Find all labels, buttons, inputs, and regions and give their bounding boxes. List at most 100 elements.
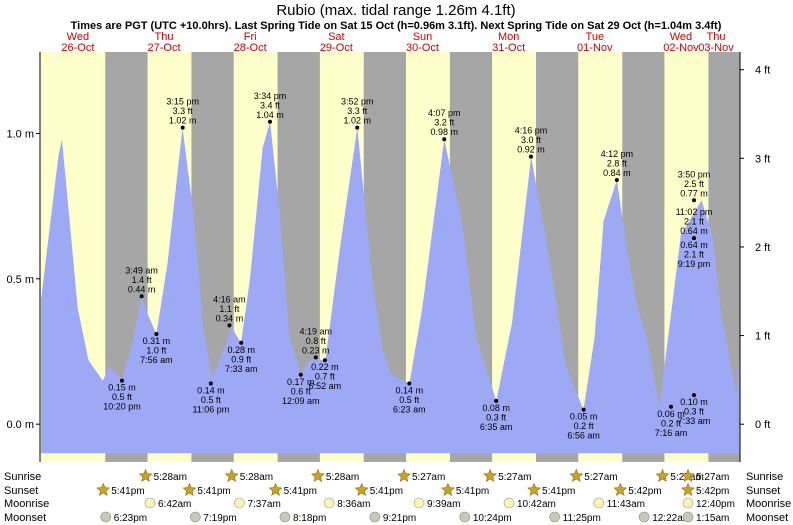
extreme-label: 1.0 ft xyxy=(146,346,167,356)
extreme-point xyxy=(692,236,696,241)
extreme-label: 3.3 ft xyxy=(173,106,194,116)
sun-icon xyxy=(138,468,153,482)
extreme-label: 2.1 ft xyxy=(684,250,705,260)
extreme-label: 4:07 pm xyxy=(428,108,461,118)
moonrise-time: 9:39am xyxy=(427,499,460,510)
sun-moon-rows: Sunrise Sunrise 5:28am 5:28am 5:28am 5:27am 5:… xyxy=(4,468,791,524)
extreme-label: 0.3 ft xyxy=(486,412,507,422)
sunset-time: 5:42pm xyxy=(628,486,661,497)
extreme-point xyxy=(119,378,124,383)
extreme-point xyxy=(581,407,586,412)
day-name: Wed xyxy=(67,31,89,43)
moon-icon xyxy=(638,511,650,523)
m-tick-label: 0.0 m xyxy=(6,419,34,431)
sunrise-time: 5:27am xyxy=(584,472,617,483)
extreme-label: 0.98 m xyxy=(431,127,459,137)
extreme-label: 11:02 pm xyxy=(676,207,713,217)
extreme-label: 0.2 ft xyxy=(661,418,682,428)
extreme-label: 0.14 m xyxy=(396,385,424,395)
sunset-row-label: Sunset xyxy=(4,485,38,497)
extreme-label: 3.2 ft xyxy=(434,118,455,128)
extreme-label: 1.4 ft xyxy=(132,275,153,285)
day-date: 30-Oct xyxy=(406,42,439,54)
extreme-label: 2.1 ft xyxy=(684,217,705,227)
moonset-time: 1:15am xyxy=(696,513,729,524)
day-name: Wed xyxy=(670,31,692,43)
extreme-label: 0.31 m xyxy=(143,336,171,346)
day-date: 02-Nov xyxy=(663,42,699,54)
day-date: 27-Oct xyxy=(148,42,181,54)
sun-icon xyxy=(655,468,670,482)
extreme-label: 0.8 ft xyxy=(306,336,327,346)
extreme-label: 3:34 pm xyxy=(254,91,287,101)
extreme-label: 9:19 pm xyxy=(678,259,711,269)
moonrise-time: 6:42am xyxy=(158,499,191,510)
extreme-label: 0.15 m xyxy=(108,383,136,393)
extreme-label: 0.64 m xyxy=(680,240,708,250)
extreme-label: 7:56 am xyxy=(140,355,173,365)
extreme-point xyxy=(614,177,619,182)
moonrise-time: 7:37am xyxy=(247,499,280,510)
moon-icon xyxy=(413,497,425,509)
sun-icon xyxy=(569,468,584,482)
extreme-label: 0.9 ft xyxy=(231,354,252,364)
day-name: Thu xyxy=(707,31,726,43)
extreme-point xyxy=(355,125,360,130)
sun-icon xyxy=(397,468,411,482)
sunrise-time: 5:28am xyxy=(326,472,359,483)
sun-icon xyxy=(96,482,111,496)
extreme-label: 7:33 am xyxy=(225,364,258,374)
moonrise-time: 12:40pm xyxy=(696,499,735,510)
moonset-row-label: Moonset xyxy=(4,512,46,524)
extreme-point xyxy=(139,294,144,299)
extreme-point xyxy=(180,125,185,130)
moonset-time: 6:23pm xyxy=(114,513,147,524)
extreme-point xyxy=(528,154,533,159)
moonset-row-label-right: Moonset xyxy=(746,512,788,524)
extreme-label: 3.3 ft xyxy=(347,106,368,116)
extreme-point xyxy=(208,381,213,386)
day-date: 03-Nov xyxy=(698,42,734,54)
moon-icon xyxy=(682,511,694,523)
extreme-label: 2.5 ft xyxy=(684,179,705,189)
extreme-label: 7:16 am xyxy=(655,428,688,438)
sun-icon xyxy=(354,482,369,496)
sun-icon xyxy=(182,482,197,496)
moonrise-row-label: Moonrise xyxy=(4,498,49,510)
sunrise-row-label-right: Sunrise xyxy=(746,471,783,483)
chart-subtitle: Times are PGT (UTC +10.0hrs). Last Sprin… xyxy=(71,20,722,32)
day-date: 01-Nov xyxy=(577,42,613,54)
sunrise-time: 5:28am xyxy=(240,472,273,483)
sunrise-row-label: Sunrise xyxy=(4,471,41,483)
extreme-label: 0.64 m xyxy=(680,226,708,236)
tide-area xyxy=(41,121,741,454)
moonset-time: 9:21pm xyxy=(383,513,416,524)
extreme-label: 0.23 m xyxy=(302,345,330,355)
sun-icon xyxy=(310,468,325,482)
y-axes: 0.0 m 0.5 m 1.0 m 0 ft 1 ft 2 ft 3 ft 4 ft xyxy=(6,52,770,462)
extreme-label: 3.4 ft xyxy=(260,100,281,110)
sun-icon xyxy=(613,482,628,496)
day-name: Sun xyxy=(413,31,433,43)
moonset-time: 7:19pm xyxy=(203,513,236,524)
sun-icon xyxy=(527,482,541,496)
moon-icon xyxy=(144,497,156,509)
extreme-label: 3.0 ft xyxy=(521,135,542,145)
extreme-label: 3:50 pm xyxy=(678,169,711,179)
extreme-label: 0.44 m xyxy=(128,284,156,294)
extreme-label: 0.3 ft xyxy=(684,407,705,417)
sun-icon xyxy=(440,482,455,496)
extreme-label: 0.14 m xyxy=(197,385,225,395)
moonrise-time: 10:42am xyxy=(517,499,556,510)
extreme-label: 0.84 m xyxy=(603,168,631,178)
extreme-label: 0.17 m xyxy=(287,377,315,387)
ft-tick-label: 4 ft xyxy=(755,65,770,77)
ft-tick-label: 2 ft xyxy=(755,242,770,254)
extreme-point xyxy=(267,119,272,124)
day-labels: Wed26-OctThu27-OctFri28-OctSat29-OctSun3… xyxy=(61,31,734,54)
extreme-point xyxy=(692,393,696,398)
moonset-time: 8:18pm xyxy=(293,513,326,524)
moonset-time: 11:25pm xyxy=(563,513,601,524)
extreme-label: 0.05 m xyxy=(570,412,598,422)
